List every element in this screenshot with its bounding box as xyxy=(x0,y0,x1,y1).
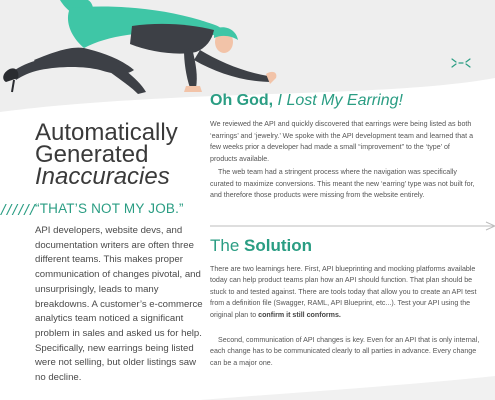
solution-paragraph-1: There are two learnings here. First, API… xyxy=(210,264,480,321)
solution-heading-bold: Solution xyxy=(244,236,313,255)
title-line-2: Generated xyxy=(35,141,149,168)
solution-paragraph-1-text: There are two learnings here. First, API… xyxy=(210,265,477,319)
woman-crawling-illustration xyxy=(3,0,277,94)
earring-heading: Oh God, I Lost My Earring! xyxy=(210,92,403,110)
sparkle-icon xyxy=(451,58,471,68)
arrow-left-icon xyxy=(210,221,495,231)
intro-paragraph: API developers, website devs, and docume… xyxy=(35,225,203,384)
earring-heading-rest: I Lost My Earring! xyxy=(273,92,403,109)
solution-heading: The Solution xyxy=(210,236,312,256)
earring-paragraph-1: We reviewed the API and quickly discover… xyxy=(210,120,474,163)
solution-paragraph-2: Second, communication of API changes is … xyxy=(210,336,480,367)
solution-heading-the: The xyxy=(210,236,245,255)
decorative-slashes: ////// xyxy=(0,203,37,218)
title-line-3: Inaccuracies xyxy=(35,163,170,190)
title-line-1: Automatically xyxy=(35,119,178,146)
footer-curve xyxy=(200,376,495,400)
solution-paragraph-1-bold: confirm it still conforms. xyxy=(258,310,341,319)
pull-quote: “THAT’S NOT MY JOB.” xyxy=(35,201,184,216)
earring-paragraph-2: The web team had a stringent process whe… xyxy=(210,168,475,200)
header-band xyxy=(0,0,495,112)
earring-heading-bold: Oh God, xyxy=(210,92,274,109)
page-title: Automatically Generated Inaccuracies xyxy=(35,119,205,190)
